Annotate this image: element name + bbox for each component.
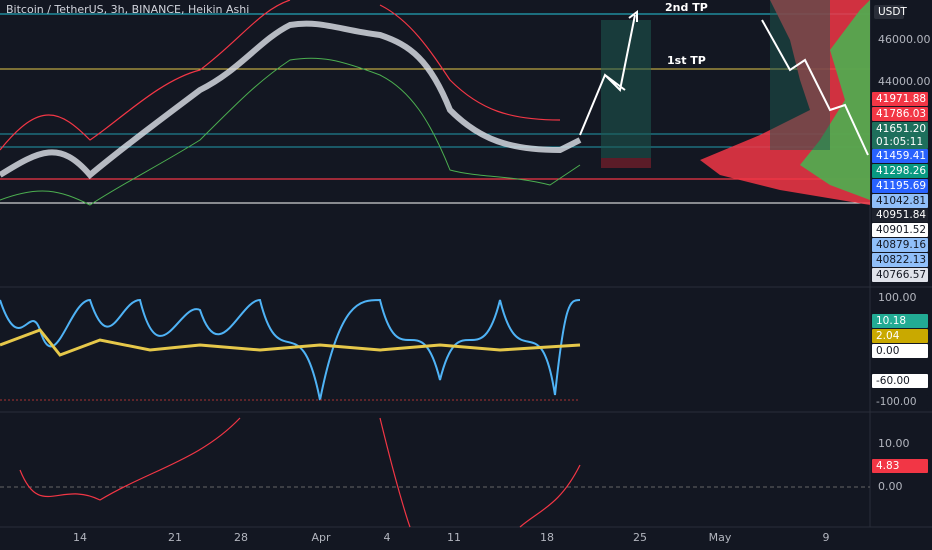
upper-band bbox=[0, 0, 561, 151]
projection bbox=[579, 14, 869, 156]
levels bbox=[0, 13, 870, 204]
arrow-head bbox=[628, 10, 638, 22]
time-label: 25 bbox=[633, 531, 647, 544]
price-tag-text: 41971.88 bbox=[876, 93, 926, 105]
annotation: 1st TP bbox=[667, 54, 706, 67]
price-tag-text: 41298.26 bbox=[876, 165, 926, 177]
price-tag bbox=[872, 395, 928, 409]
price-tag-text: 41195.69 bbox=[876, 180, 926, 192]
time-label: 21 bbox=[168, 531, 182, 544]
time-label: 14 bbox=[73, 531, 87, 544]
price-tag bbox=[872, 164, 928, 178]
currency: USDT bbox=[878, 6, 907, 18]
price-tag bbox=[872, 314, 928, 328]
price-tag bbox=[872, 374, 928, 388]
time-label: 11 bbox=[447, 531, 461, 544]
oscillator-line bbox=[0, 328, 581, 357]
price-tag-text: 40822.13 bbox=[876, 254, 926, 266]
time-label: 18 bbox=[540, 531, 554, 544]
price-tag bbox=[872, 459, 928, 473]
price-tag-text: 40951.84 bbox=[876, 209, 926, 221]
annotation: 2nd TP bbox=[665, 1, 708, 14]
price-tag-text: 10.18 bbox=[876, 315, 906, 327]
price-tag bbox=[872, 149, 928, 163]
price-tag-text: 40879.16 bbox=[876, 239, 926, 251]
price-tag bbox=[872, 92, 928, 106]
price-tag-text: 41786.03 bbox=[876, 108, 926, 120]
price-tag-text: 40766.57 bbox=[876, 269, 926, 281]
price-tag bbox=[872, 194, 928, 208]
time-label: May bbox=[709, 531, 732, 544]
price-tag-text: 41459.41 bbox=[876, 150, 926, 162]
price-label: 46000.00 bbox=[878, 33, 931, 46]
price-tag bbox=[872, 329, 928, 343]
osc-label: 100.00 bbox=[878, 291, 917, 304]
time-label: 4 bbox=[384, 531, 391, 544]
price-tag bbox=[872, 208, 928, 222]
price-tag bbox=[872, 179, 928, 193]
price-tag bbox=[872, 238, 928, 252]
currency-badge bbox=[874, 5, 904, 19]
price-tag-text: 41042.81 bbox=[876, 195, 926, 207]
lower-band bbox=[0, 57, 581, 206]
oscillator-line bbox=[0, 298, 581, 401]
lower-label: 10.00 bbox=[878, 437, 910, 450]
ribbon bbox=[0, 20, 582, 180]
price-tag-text: 0.00 bbox=[876, 345, 899, 357]
price-tag-text: 4.83 bbox=[876, 460, 899, 472]
loss-zone bbox=[601, 158, 651, 168]
price-tag bbox=[872, 344, 928, 358]
price-tag bbox=[872, 223, 928, 237]
price-label: 44000.00 bbox=[878, 75, 931, 88]
time-label: Apr bbox=[311, 531, 331, 544]
price-tag bbox=[872, 135, 928, 149]
lower-label: 0.00 bbox=[878, 480, 903, 493]
price-tag-text: 01:05:11 bbox=[876, 136, 923, 148]
price-tag-text: 40901.52 bbox=[876, 224, 926, 236]
lower-line bbox=[19, 417, 581, 528]
price-tag-text: -100.00 bbox=[876, 396, 917, 408]
price-tag-text: 41651.20 bbox=[876, 123, 926, 135]
zone bbox=[770, 0, 830, 150]
price-tag bbox=[872, 107, 928, 121]
price-tag-text: 2.04 bbox=[876, 330, 900, 342]
price-tag-text: -60.00 bbox=[876, 375, 910, 387]
chart-title: Bitcoin / TetherUS, 3h, BINANCE, Heikin … bbox=[6, 3, 249, 16]
time-label: 28 bbox=[234, 531, 248, 544]
time-label: 9 bbox=[823, 531, 830, 544]
price-tag bbox=[872, 122, 928, 136]
price-tag bbox=[872, 268, 928, 282]
profit-zone bbox=[601, 20, 651, 158]
price-tag bbox=[872, 253, 928, 267]
